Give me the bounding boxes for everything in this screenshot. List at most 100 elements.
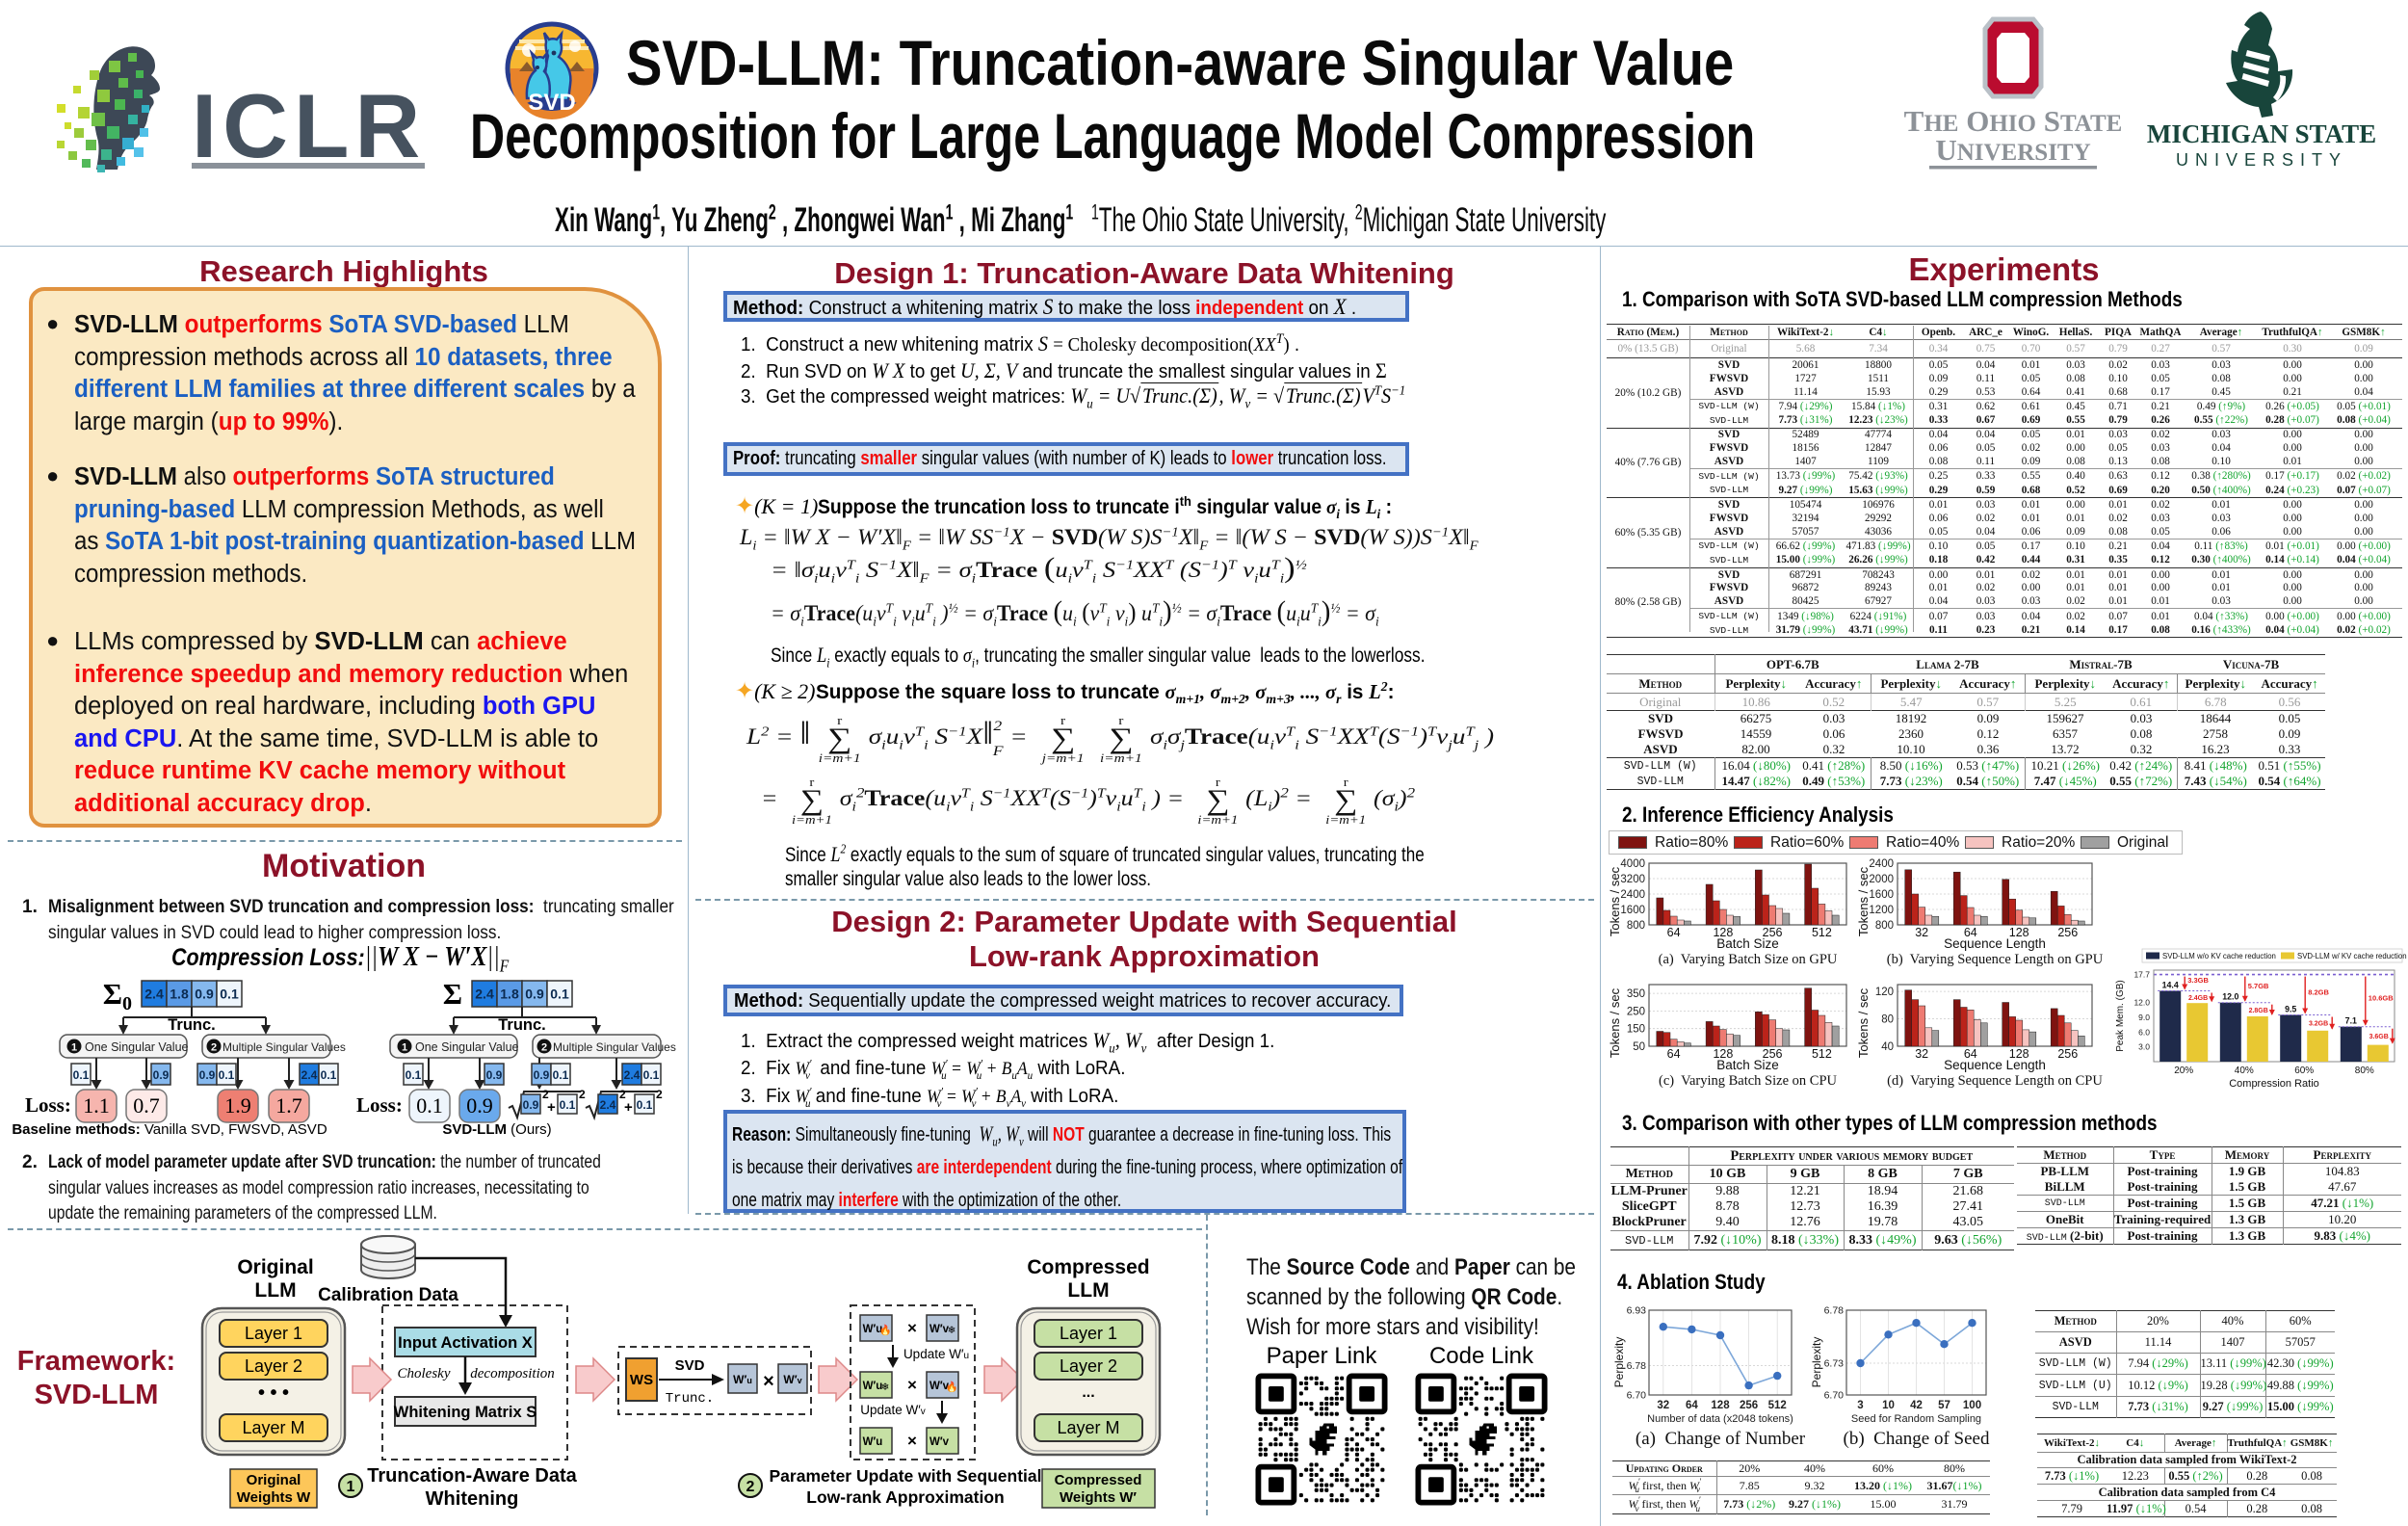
svg-text:3200: 3200 — [1620, 874, 1645, 885]
svg-text:Loss:: Loss: — [25, 1093, 71, 1117]
svg-text:2400: 2400 — [1620, 889, 1645, 901]
svg-text:40: 40 — [1881, 1041, 1894, 1053]
svg-text:SVD: SVD — [528, 90, 575, 116]
svg-text:LLM: LLM — [1067, 1279, 1109, 1302]
svg-text:SVD-LLM w/o KV cache reduction: SVD-LLM w/o KV cache reduction — [2162, 952, 2276, 960]
svg-text:Truncation-Aware Data: Truncation-Aware Data — [367, 1465, 577, 1487]
svg-text:1: 1 — [402, 1042, 407, 1054]
svg-text:+: + — [547, 1099, 556, 1116]
svg-text:350: 350 — [1627, 988, 1645, 1000]
svg-text:2: 2 — [746, 1479, 755, 1495]
svg-text:Input Activation X: Input Activation X — [398, 1334, 533, 1352]
svg-text:0.1: 0.1 — [73, 1068, 90, 1082]
svg-text:6.78: 6.78 — [1824, 1305, 1845, 1317]
svg-text:800: 800 — [1875, 920, 1894, 932]
svg-text:0.1: 0.1 — [321, 1068, 337, 1082]
svg-text:Cholesky: Cholesky — [398, 1366, 451, 1381]
svg-text:0.1: 0.1 — [643, 1068, 660, 1082]
svg-text:Layer 2: Layer 2 — [245, 1356, 302, 1376]
svg-text:(a) Varying Batch Size on GPU: (a) Varying Batch Size on GPU — [1659, 952, 1838, 967]
svg-text:1.8: 1.8 — [500, 987, 519, 1002]
svg-text:3.6GB: 3.6GB — [2369, 1034, 2389, 1040]
svg-text:Seed for Random Sampling: Seed for Random Sampling — [1851, 1413, 1981, 1425]
svg-text:...: ... — [1082, 1384, 1094, 1401]
svg-text:2: 2 — [542, 1088, 549, 1101]
svg-text:Multiple Singular Values: Multiple Singular Values — [222, 1040, 346, 1054]
svg-text:17.7: 17.7 — [2133, 970, 2150, 980]
svg-text:2.4GB: 2.4GB — [2188, 995, 2208, 1002]
svg-text:6.73: 6.73 — [1824, 1358, 1845, 1370]
svg-text:WS: WS — [630, 1372, 653, 1388]
svg-text:Whitening Matrix S: Whitening Matrix S — [394, 1404, 537, 1421]
svg-text:Layer 1: Layer 1 — [1060, 1324, 1117, 1343]
svg-text:42: 42 — [1910, 1400, 1923, 1411]
svg-text:1: 1 — [347, 1479, 355, 1495]
svg-text:Update W′v: Update W′v — [860, 1403, 926, 1417]
svg-text:2.4: 2.4 — [144, 987, 164, 1002]
svg-text:(b) Varying Sequence Length o: (b) Varying Sequence Length on GPU — [1887, 952, 2104, 967]
svg-text:Compressed: Compressed — [1055, 1472, 1142, 1488]
svg-text:W′v: W′v — [783, 1373, 801, 1386]
svg-text:0.1: 0.1 — [553, 1068, 569, 1082]
svg-text:0.1: 0.1 — [219, 1068, 235, 1082]
svg-text:0.1: 0.1 — [416, 1093, 443, 1118]
svg-text:80%: 80% — [2355, 1066, 2374, 1076]
svg-text:Compressed: Compressed — [1027, 1256, 1149, 1278]
svg-text:0.9: 0.9 — [153, 1068, 170, 1082]
svg-text:2000: 2000 — [1869, 874, 1894, 885]
svg-text:decomposition: decomposition — [470, 1366, 555, 1381]
svg-text:150: 150 — [1627, 1024, 1645, 1036]
svg-text:Layer 1: Layer 1 — [245, 1324, 302, 1343]
svg-text:0.7: 0.7 — [133, 1093, 160, 1118]
svg-text:6.0: 6.0 — [2138, 1027, 2150, 1037]
svg-text:ICLR: ICLR — [192, 75, 426, 176]
svg-text:Sequence Length: Sequence Length — [1944, 936, 2046, 951]
svg-text:MICHIGAN STATE: MICHIGAN STATE — [2147, 119, 2376, 148]
svg-text:1.7: 1.7 — [275, 1093, 302, 1118]
svg-text:Perplexity: Perplexity — [1612, 1337, 1626, 1388]
svg-text:Parameter Update with Sequenti: Parameter Update with Sequential — [770, 1466, 1042, 1486]
svg-text:Compression Ratio: Compression Ratio — [2229, 1078, 2319, 1090]
svg-text:1.1: 1.1 — [83, 1093, 110, 1118]
svg-text:(b) Change of Seed: (b) Change of Seed — [1844, 1429, 1990, 1449]
svg-text:Batch Size: Batch Size — [1716, 1058, 1779, 1072]
svg-text:• • •: • • • — [258, 1382, 289, 1404]
svg-text:(a) Change of Number: (a) Change of Number — [1636, 1429, 1806, 1449]
svg-text:Perplexity: Perplexity — [1810, 1337, 1823, 1388]
svg-text:512: 512 — [1768, 1400, 1787, 1411]
svg-text:Trunc.: Trunc. — [666, 1391, 714, 1407]
svg-text:One Singular Value: One Singular Value — [415, 1040, 519, 1054]
svg-text:×: × — [763, 1371, 774, 1392]
svg-text:14.4: 14.4 — [2162, 981, 2179, 990]
svg-text:256: 256 — [2057, 926, 2078, 939]
svg-text:256: 256 — [1763, 926, 1783, 939]
svg-text:Tokens / sec: Tokens / sec — [1856, 987, 1871, 1058]
svg-text:1.8: 1.8 — [170, 987, 189, 1002]
svg-text:12.0: 12.0 — [2133, 998, 2150, 1008]
svg-text:Low-rank Approximation: Low-rank Approximation — [806, 1487, 1004, 1507]
svg-text:3.3GB: 3.3GB — [2187, 976, 2209, 985]
svg-text:Original: Original — [237, 1256, 313, 1278]
svg-text:0.9: 0.9 — [466, 1093, 493, 1118]
svg-text:128: 128 — [2009, 926, 2029, 939]
svg-text:Trunc.: Trunc. — [498, 1016, 546, 1034]
svg-text:4000: 4000 — [1620, 858, 1645, 870]
svg-text:(d) Varying Sequence Length o: (d) Varying Sequence Length on CPU — [1887, 1073, 2103, 1089]
svg-text:SVD: SVD — [675, 1357, 705, 1374]
svg-text:80: 80 — [1881, 1014, 1894, 1026]
svg-text:Number of data (x2048 tokens): Number of data (x2048 tokens) — [1647, 1413, 1793, 1425]
svg-text:0.1: 0.1 — [560, 1098, 576, 1112]
svg-text:W′u: W′u — [863, 1436, 883, 1448]
svg-text:256: 256 — [2057, 1047, 2078, 1061]
svg-text:120: 120 — [1875, 987, 1894, 998]
svg-text:3: 3 — [1857, 1400, 1863, 1411]
svg-text:50: 50 — [1633, 1041, 1645, 1053]
svg-text:W′v: W′v — [929, 1381, 950, 1392]
svg-text:6.78: 6.78 — [1627, 1360, 1647, 1372]
svg-text:2.4: 2.4 — [624, 1068, 641, 1082]
svg-text:128: 128 — [1713, 1047, 1733, 1061]
svg-text:9.0: 9.0 — [2138, 1013, 2150, 1022]
svg-text:LLM: LLM — [254, 1279, 296, 1302]
svg-text:×: × — [907, 1319, 917, 1337]
svg-text:12.0: 12.0 — [2222, 992, 2238, 1002]
